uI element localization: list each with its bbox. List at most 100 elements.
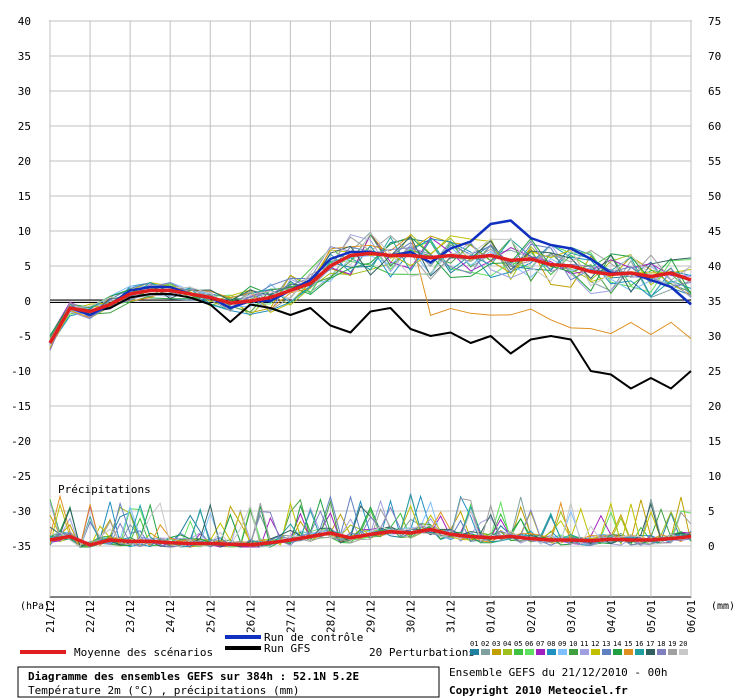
y-left-tick-label: 10 bbox=[18, 225, 31, 238]
y-left-tick-label: 35 bbox=[18, 50, 31, 63]
y-right-tick-label: 30 bbox=[708, 330, 721, 343]
y-right-tick-label: 5 bbox=[708, 505, 715, 518]
legend-control-label: Run de contrôle bbox=[264, 631, 363, 644]
y-right-tick-label: 15 bbox=[708, 435, 721, 448]
x-tick-label: 31/12 bbox=[445, 600, 458, 633]
perturbation-swatch bbox=[602, 649, 611, 655]
perturbation-swatch bbox=[591, 649, 600, 655]
ensemble-label: Ensemble GEFS du 21/12/2010 - 00h bbox=[449, 666, 668, 679]
y-right-tick-label: 45 bbox=[708, 225, 721, 238]
y-right-tick-label: 70 bbox=[708, 50, 721, 63]
y-right-tick-label: 25 bbox=[708, 365, 721, 378]
perturbation-swatch bbox=[536, 649, 545, 655]
x-tick-label: 22/12 bbox=[84, 600, 97, 633]
y-left-tick-label: 15 bbox=[18, 190, 31, 203]
x-tick-label: 05/01 bbox=[645, 600, 658, 633]
y-right-tick-label: 75 bbox=[708, 15, 721, 28]
perturbation-legend: 01 02 03 04 05 06 07 08 09 10 11 12 13 14 15 16 17 18 19 20 bbox=[470, 640, 688, 655]
main-series-lines bbox=[48, 219, 692, 547]
perturbation-number: 11 bbox=[580, 640, 588, 648]
perturbation-swatch bbox=[635, 649, 644, 655]
perturbation-number: 09 bbox=[558, 640, 566, 648]
perturbation-swatch bbox=[624, 649, 633, 655]
y-left-tick-label: -35 bbox=[11, 540, 31, 553]
x-tick-label: 03/01 bbox=[565, 600, 578, 633]
x-tick-label: 21/12 bbox=[44, 600, 57, 633]
perturbation-number: 12 bbox=[591, 640, 599, 648]
y-right-tick-label: 0 bbox=[708, 540, 715, 553]
y-left-tick-label: -5 bbox=[18, 330, 31, 343]
perturbation-number: 06 bbox=[525, 640, 533, 648]
y-right-tick-label: 50 bbox=[708, 190, 721, 203]
perturbation-swatch bbox=[492, 649, 501, 655]
x-tick-label: 26/12 bbox=[244, 600, 257, 633]
x-tick-label: 29/12 bbox=[365, 600, 378, 633]
perturbation-number: 14 bbox=[613, 640, 621, 648]
perturbation-swatch bbox=[580, 649, 589, 655]
y-left-tick-label: -30 bbox=[11, 505, 31, 518]
copyright: Copyright 2010 Meteociel.fr bbox=[449, 684, 628, 697]
perturbation-swatch bbox=[481, 649, 490, 655]
y-left-tick-label: 20 bbox=[18, 155, 31, 168]
perturbation-swatch bbox=[657, 649, 666, 655]
x-tick-label: 25/12 bbox=[204, 600, 217, 633]
y-left-tick-label: 25 bbox=[18, 120, 31, 133]
mean-line bbox=[48, 251, 692, 344]
perturbation-swatch bbox=[503, 649, 512, 655]
y-left-unit: (hPa) bbox=[20, 601, 50, 612]
y-left-tick-label: 5 bbox=[24, 260, 31, 273]
perturbation-swatch bbox=[525, 649, 534, 655]
chart-title: Diagramme des ensembles GEFS sur 384h : … bbox=[28, 670, 359, 683]
y-left-tick-label: -20 bbox=[11, 435, 31, 448]
perturbation-number: 20 bbox=[679, 640, 687, 648]
chart-subtitle: Température 2m (°C) , précipitations (mm… bbox=[28, 684, 300, 697]
zero-line bbox=[50, 299, 691, 303]
y-left-tick-label: 0 bbox=[24, 295, 31, 308]
x-axis-ticks: 21/12 22/12 23/12 24/12 25/12 26/12 27/12 28/12… bbox=[44, 600, 698, 633]
legend-perturbations-label: 20 Perturbations bbox=[369, 646, 475, 659]
perturbation-number: 08 bbox=[547, 640, 555, 648]
y-right-tick-label: 65 bbox=[708, 85, 721, 98]
perturbation-number: 05 bbox=[514, 640, 522, 648]
x-tick-label: 23/12 bbox=[124, 600, 137, 633]
x-tick-label: 02/01 bbox=[525, 600, 538, 633]
y-left-tick-label: -10 bbox=[11, 365, 31, 378]
y-left-tick-label: 30 bbox=[18, 85, 31, 98]
x-tick-label: 06/01 bbox=[685, 600, 698, 633]
perturbation-number: 02 bbox=[481, 640, 489, 648]
perturbation-number: 19 bbox=[668, 640, 676, 648]
y-right-tick-label: 35 bbox=[708, 295, 721, 308]
title-box bbox=[17, 666, 440, 698]
y-axis-left-ticks: 40 35 30 25 20 15 10 5 0 -5 -10 -15 -20 -25 -30 -35 bbox=[11, 15, 31, 553]
perturbation-swatch bbox=[547, 649, 556, 655]
legend-gfs-label: Run GFS bbox=[264, 642, 310, 655]
y-left-tick-label: -15 bbox=[11, 400, 31, 413]
y-right-tick-label: 60 bbox=[708, 120, 721, 133]
perturbation-precip-line bbox=[49, 501, 692, 548]
perturbation-swatch bbox=[646, 649, 655, 655]
perturbation-swatch bbox=[569, 649, 578, 655]
x-tick-label: 27/12 bbox=[284, 600, 297, 633]
perturbation-number: 07 bbox=[536, 640, 544, 648]
perturbation-swatch bbox=[679, 649, 688, 655]
perturbation-number: 10 bbox=[569, 640, 577, 648]
perturbation-line bbox=[49, 236, 692, 336]
perturbation-swatch bbox=[514, 649, 523, 655]
perturbation-swatch bbox=[668, 649, 677, 655]
perturbation-swatch bbox=[613, 649, 622, 655]
y-left-tick-label: 40 bbox=[18, 15, 31, 28]
perturbation-number: 17 bbox=[646, 640, 654, 648]
precip-label: Précipitations bbox=[58, 483, 151, 496]
y-right-unit: (mm) bbox=[711, 601, 735, 612]
y-right-tick-label: 20 bbox=[708, 400, 721, 413]
y-right-tick-label: 10 bbox=[708, 470, 721, 483]
grid bbox=[49, 20, 692, 597]
x-tick-label: 24/12 bbox=[164, 600, 177, 633]
perturbation-swatch bbox=[470, 649, 479, 655]
perturbation-number: 15 bbox=[624, 640, 632, 648]
y-right-tick-label: 55 bbox=[708, 155, 721, 168]
perturbation-number: 13 bbox=[602, 640, 610, 648]
x-tick-label: 04/01 bbox=[605, 600, 618, 633]
